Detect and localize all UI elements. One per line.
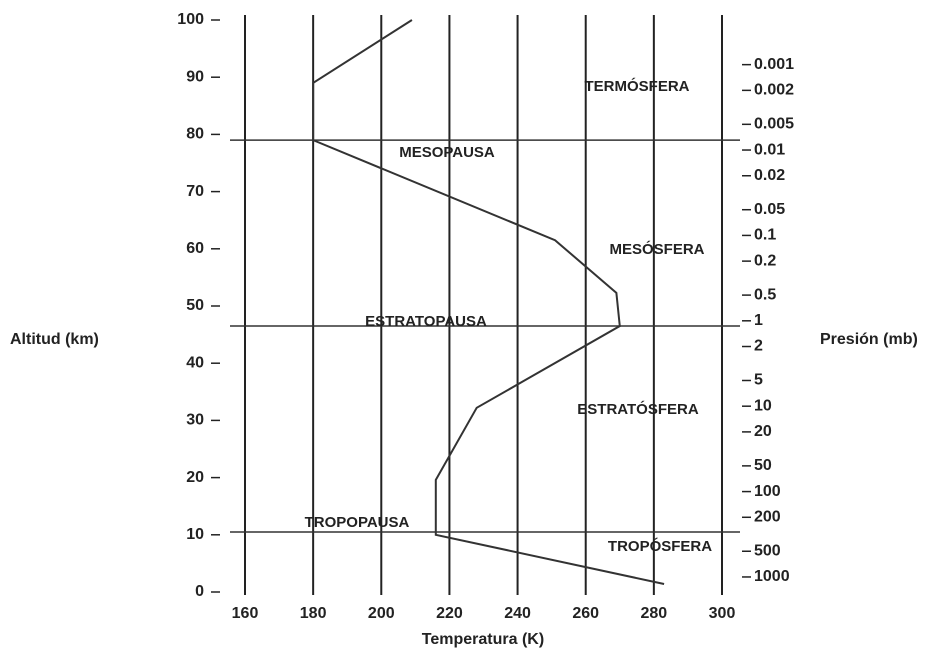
layer-label: MESOPAUSA [399, 144, 495, 161]
y-axis-label: Altitud (km) [10, 331, 99, 348]
x-tick-label: 200 [368, 605, 395, 622]
y2-tick-label: 0.002 [754, 82, 794, 99]
y-tick-label: 20 [186, 469, 204, 486]
x-tick-label: 220 [436, 605, 463, 622]
y2-tick-label: 0.05 [754, 201, 785, 218]
y-tick-label: 100 [177, 11, 204, 28]
x-axis-label: Temperatura (K) [422, 631, 544, 648]
y2-tick-label: 0.005 [754, 116, 794, 133]
y2-tick-label: 100 [754, 483, 781, 500]
x-tick-label: 300 [709, 605, 736, 622]
y2-tick-label: 0.01 [754, 141, 785, 158]
y-tick-label: 10 [186, 526, 204, 543]
y2-tick-label: 200 [754, 509, 781, 526]
y2-tick-label: 1000 [754, 568, 790, 585]
y-tick-label: 40 [186, 354, 204, 371]
y-tick-label: 60 [186, 240, 204, 257]
y2-tick-label: 0.1 [754, 227, 776, 244]
y-tick-label: 70 [186, 183, 204, 200]
y2-tick-label: 0.02 [754, 167, 785, 184]
layer-label: MESÓSFERA [609, 240, 704, 258]
temperature-line [312, 19, 665, 585]
y2-tick-label: 1 [754, 312, 763, 329]
x-tick-label: 240 [504, 605, 531, 622]
layer-label: ESTRATOPAUSA [365, 313, 487, 330]
x-tick-label: 280 [641, 605, 668, 622]
x-tick-label: 160 [232, 605, 259, 622]
layer-label: TROPÓSFERA [608, 537, 712, 555]
y-tick-label: 80 [186, 126, 204, 143]
y-tick-label: 0 [195, 583, 204, 600]
y2-tick-label: 0.5 [754, 286, 776, 303]
y2-tick-label: 2 [754, 338, 763, 355]
layer-label: ESTRATÓSFERA [577, 400, 699, 418]
y2-tick-label: 500 [754, 542, 781, 559]
y2-tick-label: 50 [754, 457, 772, 474]
x-tick-label: 180 [300, 605, 327, 622]
y2-tick-label: 0.001 [754, 56, 794, 73]
y-tick-label: 90 [186, 68, 204, 85]
y-tick-label: 30 [186, 412, 204, 429]
layer-label: TROPOPAUSA [305, 514, 410, 531]
y-tick-label: 50 [186, 297, 204, 314]
y2-tick-label: 10 [754, 397, 772, 414]
y2-tick-label: 20 [754, 423, 772, 440]
y2-tick-label: 0.2 [754, 252, 776, 269]
x-tick-label: 260 [572, 605, 599, 622]
y2-tick-label: 5 [754, 372, 763, 389]
layer-label: TERMÓSFERA [585, 77, 690, 95]
y2-axis-label: Presión (mb) [820, 331, 918, 348]
